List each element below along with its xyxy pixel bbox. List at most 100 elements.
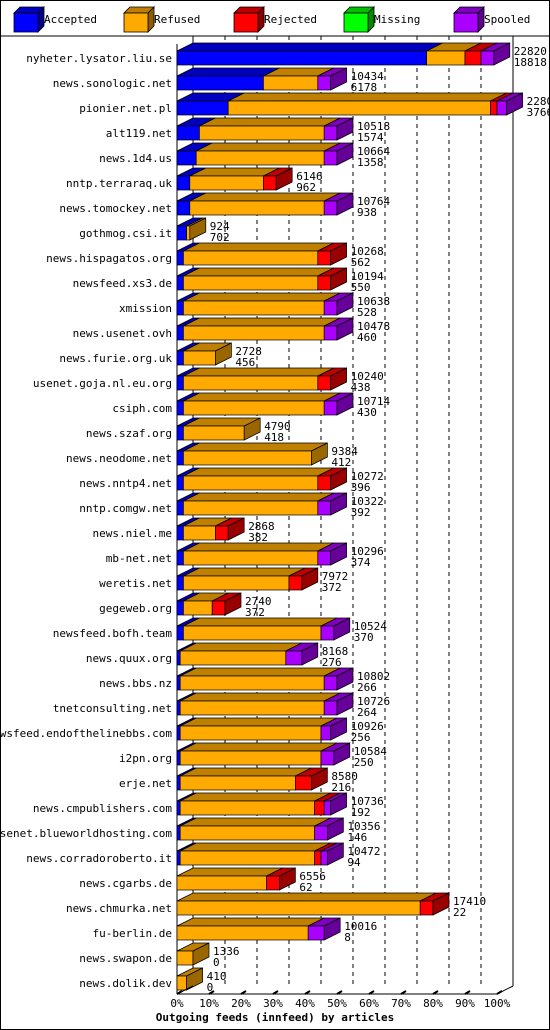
bar-segment-spooled (320, 725, 331, 741)
bar-segment-top (183, 617, 338, 627)
bar-end-face (275, 167, 293, 191)
bar-segment-spooled (323, 675, 338, 691)
bar-segment-accepted (176, 725, 181, 741)
bar-segment-accepted (176, 500, 184, 516)
bar-end-face (336, 692, 354, 716)
accepted-value: 6178 (351, 81, 378, 94)
offered-value: 2868 (248, 520, 275, 533)
accepted-value: 456 (235, 356, 255, 369)
accepted-value: 372 (245, 606, 265, 619)
bar-segment-rejected (288, 575, 303, 591)
x-tick (176, 990, 183, 995)
accepted-value: 938 (357, 206, 377, 219)
bar-segment-rejected (314, 800, 325, 816)
offered-value: 2728 (235, 345, 262, 358)
category-label: news.cmpublishers.com (33, 802, 172, 815)
accepted-value: 250 (354, 756, 374, 769)
bar-segment-accepted (176, 375, 184, 391)
bar-segment-refused (183, 275, 319, 291)
bar-segment-top (176, 892, 437, 902)
bar-segment-refused (183, 600, 213, 616)
bar-end-face (336, 192, 354, 216)
bar-segment-accepted (176, 75, 264, 91)
offered-value: 10524 (354, 620, 387, 633)
bar-segment-accepted (176, 275, 184, 291)
offered-value: 10016 (344, 920, 377, 933)
offered-value: 10478 (357, 320, 390, 333)
bar-end-face (336, 317, 354, 341)
bar-end-face (323, 917, 341, 941)
bar-end-face (327, 842, 344, 866)
bar-end-face (330, 792, 347, 816)
bar-end-face (227, 517, 245, 541)
bar-segment-accepted (176, 550, 184, 566)
x-tick (304, 990, 311, 995)
bar-end-face (330, 492, 347, 516)
bar-end-face (189, 217, 207, 241)
bar-segment-top (199, 117, 341, 127)
category-label: news.swapon.de (79, 952, 172, 965)
offered-value: 10472 (347, 845, 380, 858)
accepted-value: 702 (210, 231, 230, 244)
bar-end-face (506, 92, 523, 116)
category-label: nyheter.lysator.liu.se (26, 52, 172, 65)
bar-segment-top (176, 867, 283, 877)
x-axis: 0% 10% 20% 30% 40% 50% 60% 70% 80% 90% 100% (170, 985, 514, 1010)
bar-segment-refused (189, 175, 264, 191)
legend-item-accepted: Accepted (13, 6, 97, 33)
bar-segment-refused (186, 225, 191, 241)
category-label: news.usenet.ovh (73, 327, 172, 340)
bar-end-face (493, 42, 511, 66)
legend-item-refused: Refused (123, 6, 200, 33)
bar-end-face (333, 617, 351, 641)
x-tick (336, 990, 343, 995)
accepted-value: 0 (213, 956, 220, 969)
bar-segment-refused (189, 200, 325, 216)
accepted-value: 264 (357, 706, 377, 719)
offered-value: 410 (207, 970, 227, 983)
bar-segment-spooled (480, 50, 495, 66)
x-tick (368, 990, 375, 995)
bar-end-face (311, 442, 328, 466)
category-label: usenet.blueworldhosting.com (0, 827, 172, 840)
category-label: news.szaf.org (86, 427, 172, 440)
accepted-value: 8 (344, 931, 351, 944)
bar-segment-spooled (317, 75, 331, 91)
bar-end-face (224, 592, 242, 616)
bar-segment-accepted (176, 650, 181, 666)
bar-segment-accepted (176, 425, 184, 441)
bar-end-face (330, 467, 347, 491)
bar-segment-refused (179, 700, 325, 716)
offered-value: 2740 (245, 595, 272, 608)
accepted-value: 372 (322, 581, 342, 594)
bar-segment-accepted (176, 50, 427, 66)
bar-segment-top (180, 767, 312, 777)
bar-segment-rejected (490, 100, 498, 116)
bar-segment-top (176, 42, 443, 52)
bar-end-face (301, 642, 319, 666)
category-label: alt119.net (106, 127, 172, 140)
x-tick (496, 990, 503, 995)
category-label: news.quux.org (86, 652, 172, 665)
offered-value: 10272 (351, 470, 384, 483)
x-tick-label: 10% (199, 997, 219, 1010)
accepted-value: 562 (351, 256, 371, 269)
offered-value: 6556 (299, 870, 326, 883)
bar-segment-top (180, 717, 338, 727)
bar-segment-refused (183, 425, 245, 441)
bar-segment-refused (183, 525, 216, 541)
accepted-value: 550 (351, 281, 371, 294)
bar-end-face (336, 117, 354, 141)
bar-segment-refused (176, 900, 421, 916)
bar-segment-accepted (176, 325, 184, 341)
